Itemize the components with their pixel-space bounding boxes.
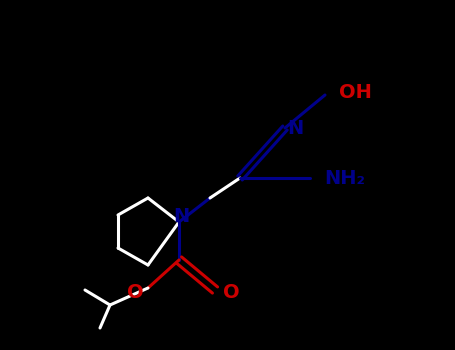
Text: N: N [287,119,303,138]
Text: O: O [127,282,144,301]
Text: O: O [223,282,240,301]
Text: N: N [173,208,189,226]
Text: NH₂: NH₂ [324,168,365,188]
Text: OH: OH [339,84,372,103]
